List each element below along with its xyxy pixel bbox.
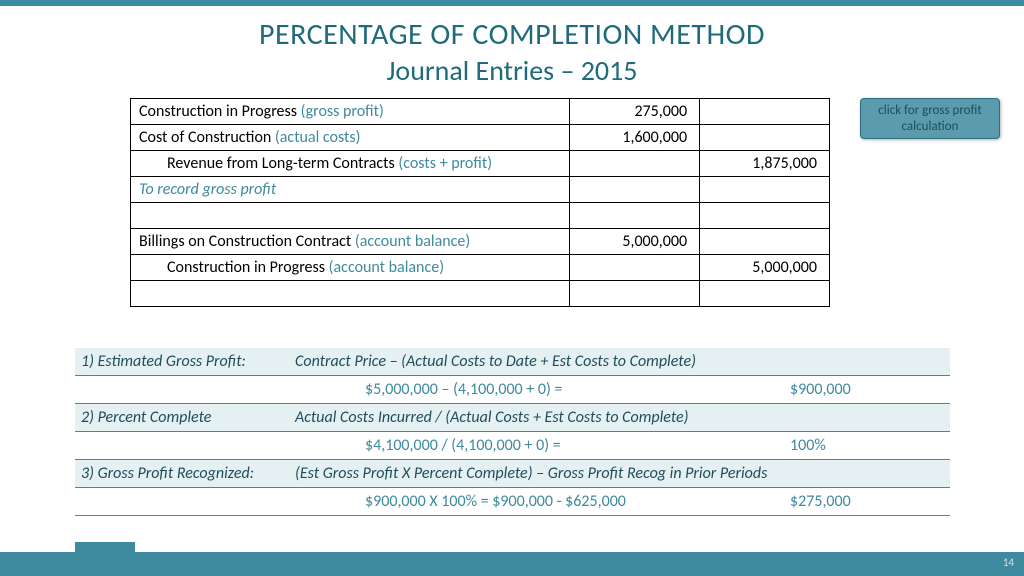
- title-line-1: PERCENTAGE OF COMPLETION METHOD: [0, 16, 1024, 53]
- calc-row-values: $5,000,000 – (4,100,000 + 0) =$900,000: [295, 376, 950, 403]
- journal-desc-cell: [131, 203, 570, 229]
- calc-row-label: 3) Gross Profit Recognized:: [75, 460, 295, 487]
- journal-debit-cell: [570, 203, 700, 229]
- calc-row-label: 2) Percent Complete: [75, 404, 295, 431]
- journal-desc-cell: Cost of Construction (actual costs): [131, 125, 570, 151]
- calc-row-values: $4,100,000 / (4,100,000 + 0) =100%: [295, 432, 950, 459]
- calc-row: 2) Percent CompleteActual Costs Incurred…: [75, 404, 950, 432]
- journal-credit-cell: [700, 229, 830, 255]
- calc-row-values: $900,000 X 100% = $900,000 - $625,000$27…: [295, 488, 950, 515]
- journal-desc-cell: Construction in Progress (account balanc…: [131, 255, 570, 281]
- calc-row: $4,100,000 / (4,100,000 + 0) =100%: [75, 432, 950, 460]
- calc-row-label: [75, 386, 295, 394]
- journal-credit-cell: [700, 203, 830, 229]
- calc-row-label: [75, 498, 295, 506]
- top-accent-bar: [0, 0, 1024, 6]
- table-row: Cost of Construction (actual costs)1,600…: [131, 125, 830, 151]
- journal-credit-cell: [700, 177, 830, 203]
- calc-row-formula: Contract Price – (Actual Costs to Date +…: [295, 348, 950, 375]
- title-line-2: Journal Entries – 2015: [0, 53, 1024, 88]
- journal-credit-cell: [700, 125, 830, 151]
- gross-profit-calc-button[interactable]: click for gross profit calculation: [860, 98, 1000, 139]
- journal-credit-cell: [700, 99, 830, 125]
- table-row: Construction in Progress (gross profit)2…: [131, 99, 830, 125]
- page-number: 14: [1003, 556, 1014, 569]
- calc-row-formula: (Est Gross Profit X Percent Complete) – …: [295, 460, 950, 487]
- table-row: Construction in Progress (account balanc…: [131, 255, 830, 281]
- calc-row-formula: Actual Costs Incurred / (Actual Costs + …: [295, 404, 950, 431]
- footer-accent-chunk: [75, 542, 135, 552]
- journal-debit-cell: [570, 151, 700, 177]
- journal-debit-cell: [570, 177, 700, 203]
- journal-credit-cell: [700, 281, 830, 307]
- journal-debit-cell: [570, 255, 700, 281]
- table-row: [131, 203, 830, 229]
- journal-desc-cell: Construction in Progress (gross profit): [131, 99, 570, 125]
- table-row: Revenue from Long-term Contracts (costs …: [131, 151, 830, 177]
- journal-debit-cell: 5,000,000: [570, 229, 700, 255]
- calc-row: 3) Gross Profit Recognized:(Est Gross Pr…: [75, 460, 950, 488]
- calc-row: $5,000,000 – (4,100,000 + 0) =$900,000: [75, 376, 950, 404]
- calculation-panel: 1) Estimated Gross Profit:Contract Price…: [75, 348, 950, 516]
- journal-entries-table: Construction in Progress (gross profit)2…: [130, 98, 830, 307]
- calc-row: 1) Estimated Gross Profit:Contract Price…: [75, 348, 950, 376]
- calc-row-label: 1) Estimated Gross Profit:: [75, 348, 295, 375]
- table-row: [131, 281, 830, 307]
- journal-desc-cell: Billings on Construction Contract (accou…: [131, 229, 570, 255]
- journal-desc-cell: [131, 281, 570, 307]
- table-row: Billings on Construction Contract (accou…: [131, 229, 830, 255]
- calc-row: $900,000 X 100% = $900,000 - $625,000$27…: [75, 488, 950, 516]
- journal-debit-cell: 275,000: [570, 99, 700, 125]
- journal-credit-cell: 1,875,000: [700, 151, 830, 177]
- journal-desc-cell: Revenue from Long-term Contracts (costs …: [131, 151, 570, 177]
- journal-debit-cell: 1,600,000: [570, 125, 700, 151]
- table-row: To record gross profit: [131, 177, 830, 203]
- journal-desc-cell: To record gross profit: [131, 177, 570, 203]
- footer-bar: 14: [0, 552, 1024, 576]
- journal-debit-cell: [570, 281, 700, 307]
- slide-title: PERCENTAGE OF COMPLETION METHOD Journal …: [0, 16, 1024, 88]
- calc-row-label: [75, 442, 295, 450]
- journal-credit-cell: 5,000,000: [700, 255, 830, 281]
